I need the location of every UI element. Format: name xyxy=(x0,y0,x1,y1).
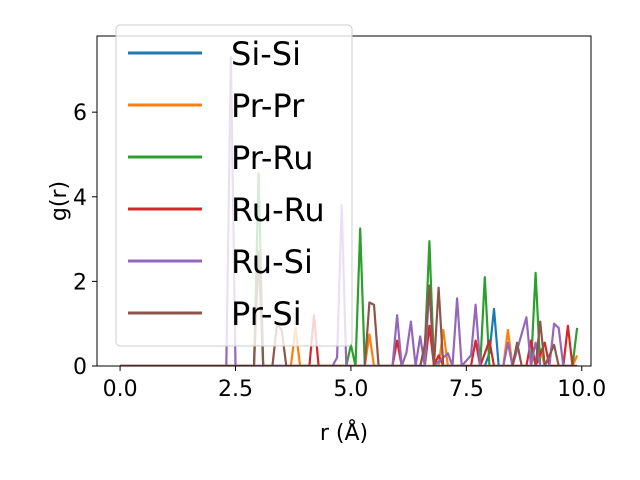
series-line-pr-si xyxy=(120,250,578,366)
y-axis-title: g(r) xyxy=(47,181,72,221)
x-tick-label: 5.0 xyxy=(333,377,368,402)
x-axis-ticks: 0.0 2.5 5.0 7.5 10.0 xyxy=(103,366,606,402)
series-line-si-si xyxy=(120,307,578,366)
x-tick-label: 10.0 xyxy=(557,377,606,402)
series-line-ru-ru xyxy=(120,314,574,366)
legend-label-pr-pr: Pr-Pr xyxy=(231,87,305,125)
legend-label-pr-ru: Pr-Ru xyxy=(231,139,313,177)
legend-label-ru-si: Ru-Si xyxy=(231,243,313,281)
x-tick-label: 2.5 xyxy=(218,377,253,402)
y-axis-ticks: 0 2 4 6 xyxy=(73,101,97,380)
y-tick-label: 2 xyxy=(73,270,87,295)
y-tick-label: 0 xyxy=(73,355,87,380)
legend-label-si-si: Si-Si xyxy=(231,35,301,73)
x-tick-label: 0.0 xyxy=(103,377,138,402)
x-axis-title: r (Å) xyxy=(320,419,368,446)
x-tick-label: 7.5 xyxy=(449,377,484,402)
legend-label-pr-si: Pr-Si xyxy=(231,295,302,333)
y-tick-label: 6 xyxy=(73,101,87,126)
y-tick-label: 4 xyxy=(73,186,87,211)
legend: Si-Si Pr-Pr Pr-Ru Ru-Ru Ru-Si Pr-Si xyxy=(115,24,353,347)
legend-label-ru-ru: Ru-Ru xyxy=(231,191,325,229)
